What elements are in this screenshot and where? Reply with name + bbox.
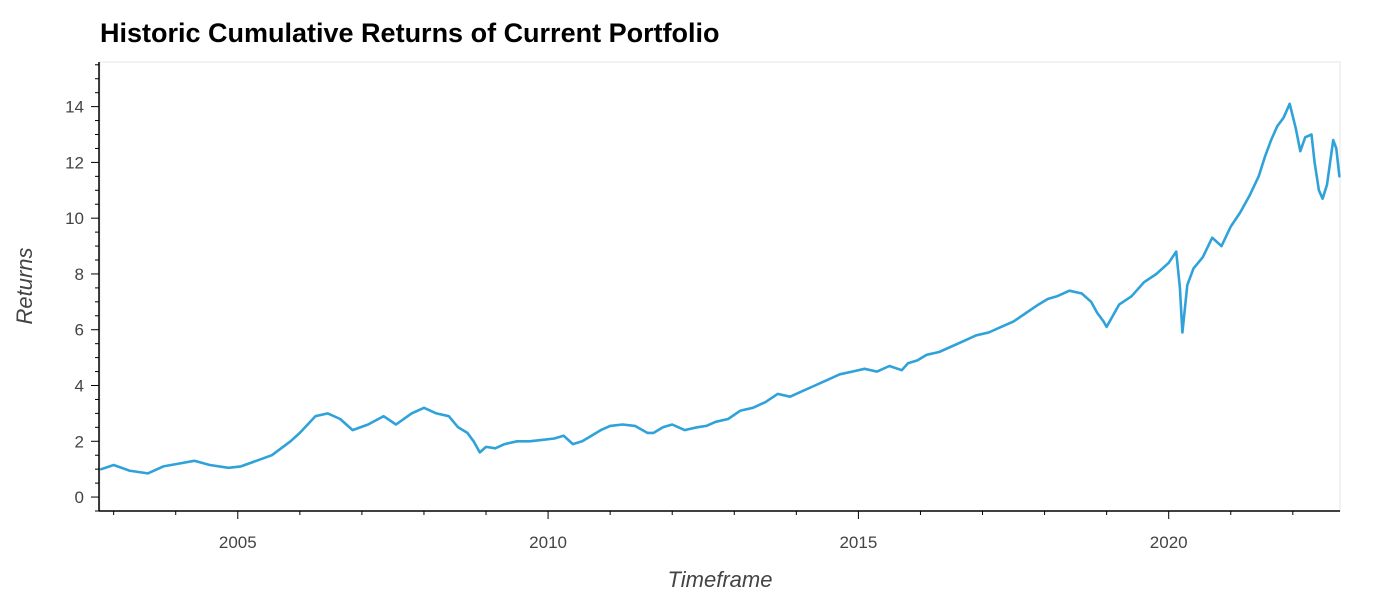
x-tick-label: 2015	[839, 533, 877, 552]
chart-title: Historic Cumulative Returns of Current P…	[100, 18, 720, 48]
x-axis-ticks: 2005 2010 2015 2020	[113, 511, 1294, 552]
y-tick-label: 2	[75, 432, 84, 451]
x-tick-label: 2020	[1150, 533, 1188, 552]
y-tick-label: 8	[75, 265, 84, 284]
y-tick-label: 6	[75, 321, 84, 340]
y-tick-label: 12	[65, 153, 84, 172]
y-axis-label: Returns	[12, 247, 37, 324]
y-axis-ticks: 0 2 4 6 8 10 12 14	[65, 64, 99, 512]
y-tick-label: 0	[75, 488, 84, 507]
data-layer	[99, 102, 1341, 475]
y-tick-label: 10	[65, 209, 84, 228]
plot-frame	[99, 61, 1341, 512]
x-axis-label: Timeframe	[668, 567, 773, 592]
x-tick-label: 2010	[529, 533, 567, 552]
series-line	[99, 102, 1341, 475]
y-tick-label: 4	[75, 377, 84, 396]
y-tick-label: 14	[65, 98, 84, 117]
x-tick-label: 2005	[219, 533, 257, 552]
